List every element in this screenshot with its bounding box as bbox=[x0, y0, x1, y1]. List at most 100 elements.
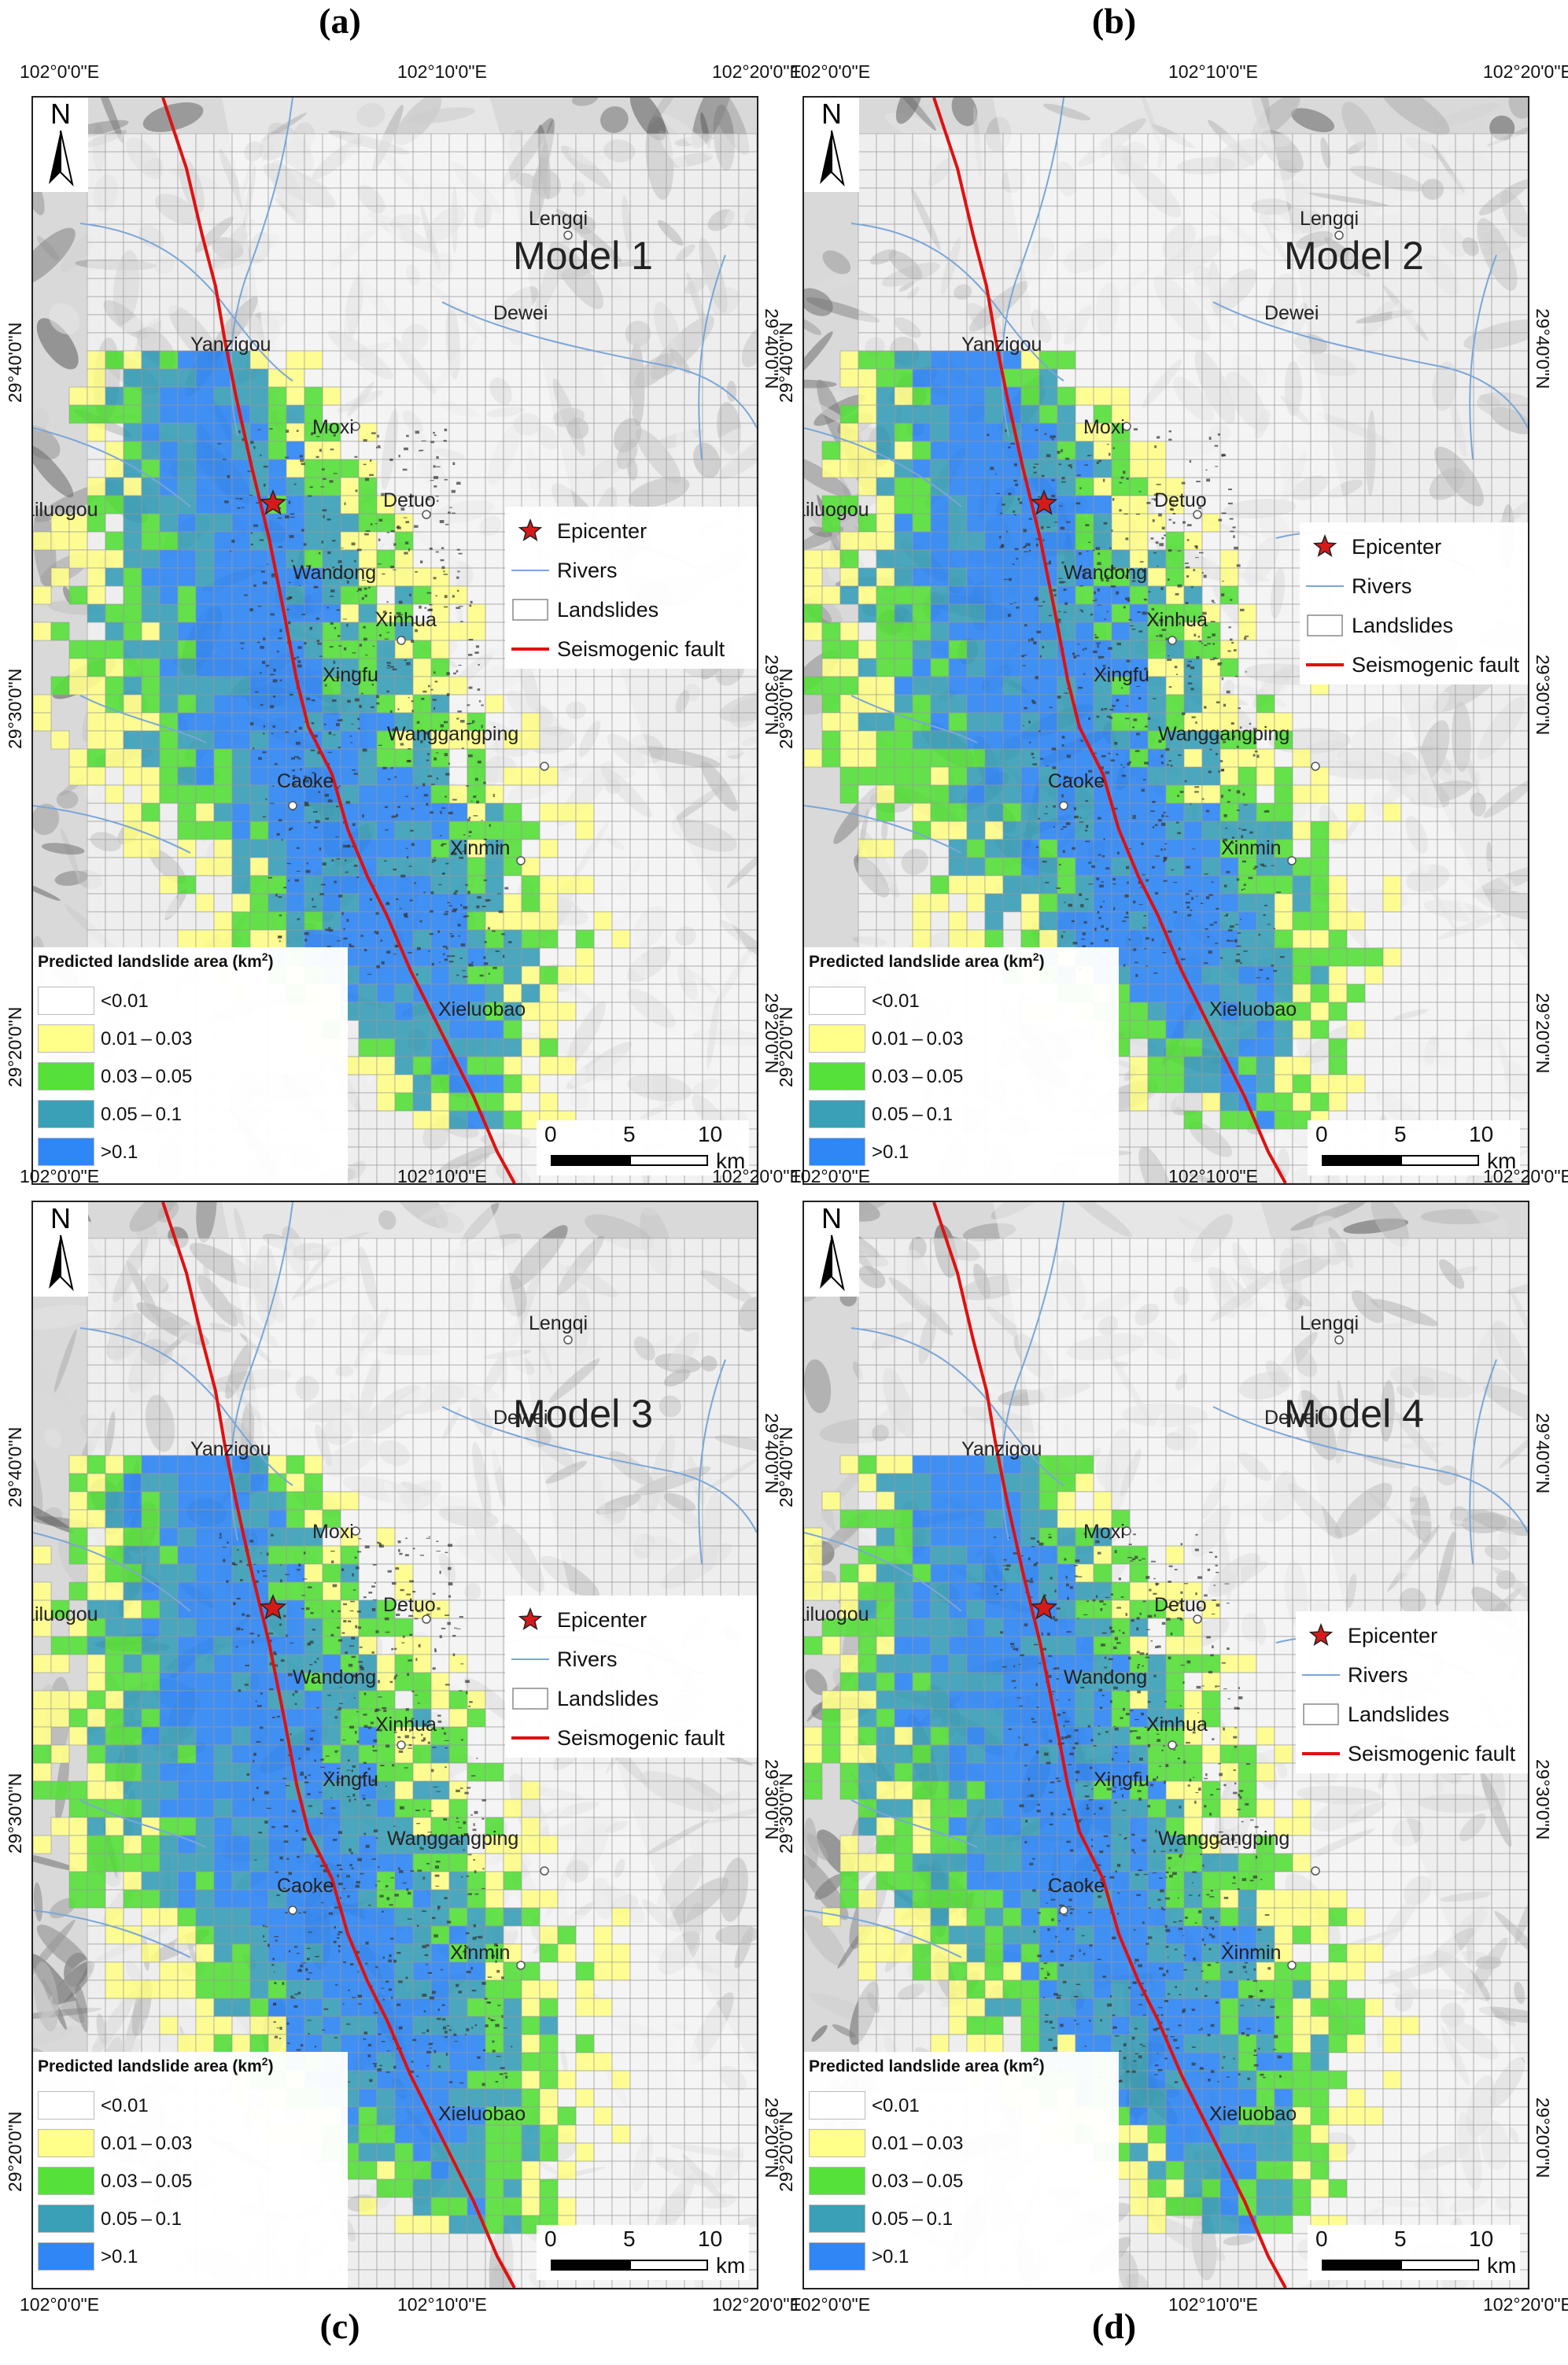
map-panel: 102°0'0"E 102°10'0"E 102°20'0"E 29°40'0"N 29… bbox=[5, 61, 802, 1185]
latitude-label: 29°30'0"N bbox=[5, 668, 25, 749]
town-label: Hailuogou bbox=[804, 1603, 869, 1625]
rivers-legend-label: Rivers bbox=[1352, 574, 1412, 598]
town-label: Moxi bbox=[312, 416, 354, 438]
seismogenic-fault bbox=[161, 1202, 516, 2288]
town-marker-icon bbox=[1287, 856, 1297, 865]
town-label: Xingfu bbox=[323, 664, 378, 686]
town-label: Xingfu bbox=[1094, 664, 1149, 686]
area-class-swatch bbox=[38, 1024, 94, 1053]
north-arrow-icon bbox=[820, 1234, 845, 1292]
area-class-item: 0.01 – 0.03 bbox=[38, 2124, 219, 2160]
scale-bar-black-segment bbox=[551, 2260, 629, 2271]
area-class-swatch bbox=[809, 1100, 865, 1128]
area-class-label: 0.03 – 0.05 bbox=[872, 2171, 964, 2192]
town-marker-icon bbox=[540, 762, 549, 771]
epicenter-star-icon bbox=[259, 1593, 287, 1620]
north-arrow-icon bbox=[820, 130, 845, 187]
landslides-symbol-icon bbox=[1307, 614, 1343, 636]
map-frame: Lengqi Dewei Yanzigou Moxi Hailuogou Detuo Wan… bbox=[31, 96, 758, 1185]
town-label: Detuo bbox=[1154, 1594, 1207, 1616]
scale-tick-label: 0 bbox=[544, 2227, 557, 2251]
area-class-swatch bbox=[809, 1024, 865, 1053]
seismogenic-fault bbox=[932, 1202, 1287, 2288]
scale-unit-label: km bbox=[1487, 1149, 1517, 1173]
area-class-item: 0.05 – 0.1 bbox=[38, 1095, 219, 1131]
area-class-item: <0.01 bbox=[38, 2086, 219, 2123]
landslides-legend-label: Landslides bbox=[1352, 614, 1454, 637]
fault-legend-item: Seismogenic fault bbox=[505, 631, 757, 667]
north-letter: N bbox=[821, 1202, 842, 1234]
model-title: Model 2 bbox=[1284, 234, 1424, 278]
town-label: Xingfu bbox=[323, 1769, 378, 1791]
longitude-label: 102°0'0"E bbox=[791, 2294, 871, 2315]
latitude-label: 29°30'0"N bbox=[776, 668, 796, 749]
scale-bar-black-segment bbox=[551, 1155, 629, 1166]
town-label: Wanggangping bbox=[1158, 723, 1290, 745]
town-label: Lengqi bbox=[529, 1312, 588, 1334]
area-class-item: >0.1 bbox=[809, 1133, 990, 1169]
latitude-label: 29°20'0"N bbox=[1533, 2098, 1553, 2179]
area-class-label: 0.03 – 0.05 bbox=[101, 1066, 193, 1087]
north-letter: N bbox=[821, 98, 842, 130]
area-class-swatch bbox=[809, 1062, 865, 1090]
scale-bar: 0 5 10 km bbox=[537, 1120, 749, 1175]
area-class-swatch bbox=[38, 1062, 94, 1090]
seismogenic-fault bbox=[161, 98, 516, 1183]
longitude-label: 102°0'0"E bbox=[20, 2294, 100, 2315]
town-label: Yanzigou bbox=[190, 334, 271, 356]
legend-title-superscript: 2 bbox=[261, 950, 268, 963]
scale-tick-label: 5 bbox=[1394, 2227, 1407, 2251]
town-label: Xieluobao bbox=[438, 998, 526, 1020]
longitude-label: 102°10'0"E bbox=[397, 2294, 487, 2315]
area-legend: Predicted landslide area (km2) <0.01 0.01 … bbox=[804, 2052, 1119, 2288]
landslides-legend-label: Landslides bbox=[557, 598, 659, 622]
legend-title-close: ) bbox=[1039, 953, 1045, 971]
area-class-label: 0.01 – 0.03 bbox=[872, 2133, 964, 2154]
area-class-swatch bbox=[809, 2242, 865, 2271]
longitude-label: 102°20'0"E bbox=[712, 1166, 802, 1186]
area-class-item: 0.05 – 0.1 bbox=[38, 2200, 219, 2236]
rivers-legend-item: Rivers bbox=[505, 552, 757, 588]
rivers-symbol-icon bbox=[511, 1658, 549, 1660]
longitude-label: 102°10'0"E bbox=[1168, 61, 1258, 82]
town-marker-icon bbox=[288, 1906, 297, 1915]
map-panel: 102°0'0"E 102°10'0"E 102°20'0"E 102°0'0"E 10… bbox=[776, 1166, 1568, 2315]
town-label: Lengqi bbox=[1300, 208, 1360, 230]
town-label: Xinmin bbox=[450, 1942, 511, 1964]
scale-tick-label: 5 bbox=[1394, 1122, 1407, 1146]
longitude-label: 102°20'0"E bbox=[712, 61, 802, 82]
epicenter-symbol-icon bbox=[518, 1607, 543, 1630]
town-label: Detuo bbox=[383, 489, 436, 511]
town-label: Xinhua bbox=[1146, 1714, 1208, 1736]
panel-label: (b) bbox=[1091, 1, 1137, 41]
latitude-label: 29°20'0"N bbox=[5, 1006, 25, 1087]
town-marker-icon bbox=[422, 1614, 431, 1624]
town-label: Wandong bbox=[1064, 1666, 1148, 1688]
town-label: Xingfu bbox=[1094, 1769, 1149, 1791]
area-legend: Predicted landslide area (km2) <0.01 0.01 … bbox=[33, 947, 348, 1183]
legend-title-close: ) bbox=[267, 953, 274, 971]
area-class-label: >0.1 bbox=[101, 2246, 138, 2267]
landslides-symbol-icon bbox=[1303, 1703, 1339, 1725]
town-marker-icon bbox=[1287, 1961, 1297, 1970]
area-class-label: 0.03 – 0.05 bbox=[101, 2171, 193, 2192]
rivers-legend-label: Rivers bbox=[1348, 1663, 1408, 1687]
area-class-label: 0.01 – 0.03 bbox=[101, 1028, 193, 1050]
landslides-symbol-icon bbox=[512, 1688, 548, 1710]
area-class-label: 0.05 – 0.1 bbox=[872, 1104, 954, 1125]
panel-label: (a) bbox=[319, 1, 361, 41]
legend-title-text: Predicted landslide area (km bbox=[38, 2057, 262, 2075]
town-label: Yanzigou bbox=[190, 1438, 271, 1460]
town-marker-icon bbox=[1334, 231, 1344, 240]
area-class-item: 0.03 – 0.05 bbox=[38, 2162, 219, 2198]
town-label: Moxi bbox=[312, 1521, 354, 1543]
town-label: Detuo bbox=[383, 1594, 436, 1616]
latitude-label: 29°30'0"N bbox=[776, 1773, 796, 1854]
area-legend: Predicted landslide area (km2) <0.01 0.01 … bbox=[804, 947, 1119, 1183]
town-marker-icon bbox=[516, 856, 526, 865]
map-panel: 102°0'0"E 102°10'0"E 102°20'0"E 102°0'0"E 10… bbox=[5, 1166, 802, 2315]
map-panel: 102°0'0"E 102°10'0"E 102°20'0"E 29°40'0"N 29… bbox=[776, 61, 1568, 1185]
epicenter-legend-item: Epicenter bbox=[1300, 529, 1528, 565]
town-label: Hailuogou bbox=[33, 1603, 98, 1625]
town-marker-icon bbox=[563, 1335, 573, 1345]
